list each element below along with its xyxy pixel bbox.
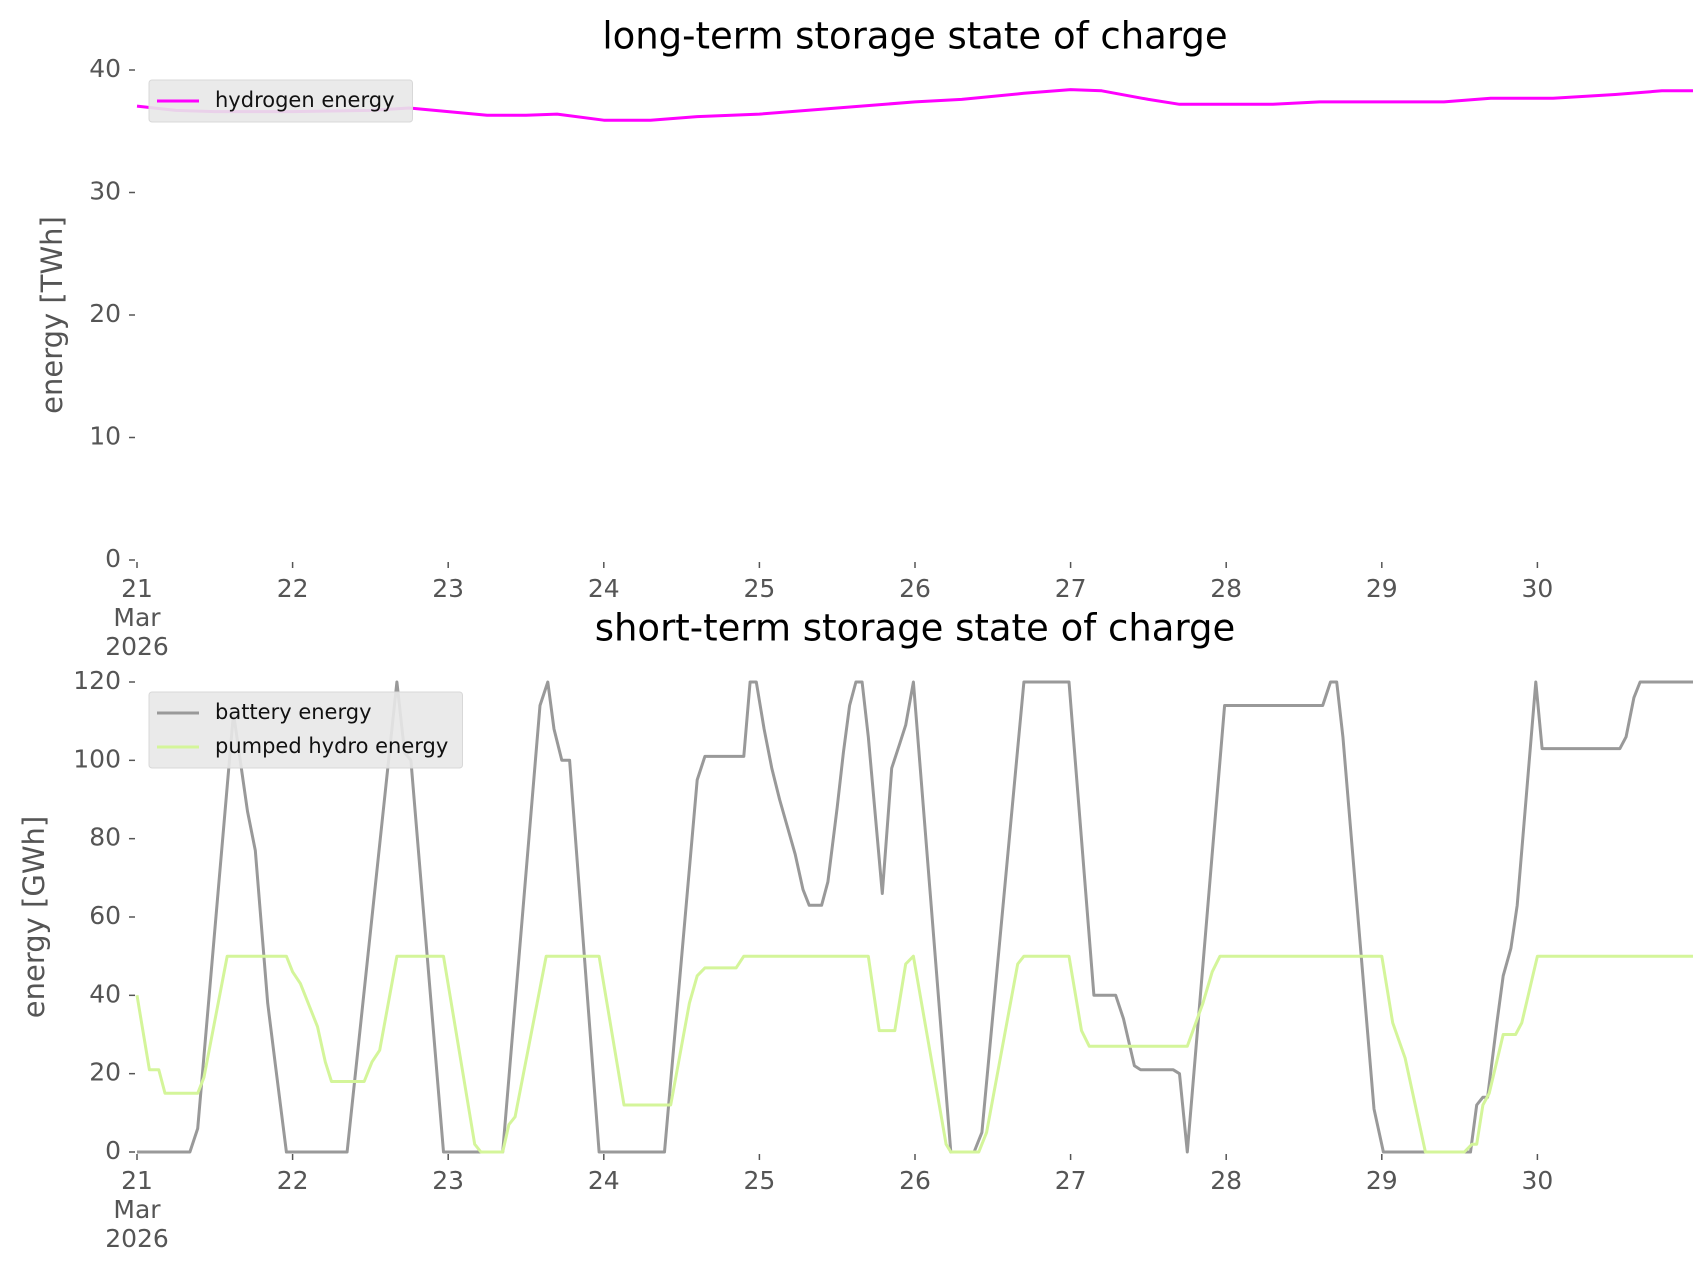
x-tick-label: 27 [1055, 1166, 1087, 1195]
x-tick-label: 30 [1521, 574, 1553, 603]
x-tick-label-line: 21 [121, 1166, 153, 1195]
x-tick-label: 26 [899, 574, 931, 603]
y-tick-label: 80 [89, 823, 121, 852]
y-axis-label: energy [TWh] [35, 216, 69, 414]
y-tick-label: 0 [105, 1136, 121, 1165]
legend-label: hydrogen energy [215, 88, 395, 112]
x-tick-label: 28 [1210, 1166, 1242, 1195]
x-tick-label: 21 Mar 2026 [105, 574, 169, 661]
legend-label: battery energy [215, 700, 372, 724]
y-tick-label: 0 [105, 544, 121, 573]
x-tick-label: 27 [1055, 574, 1087, 603]
y-tick-label: 100 [73, 744, 121, 773]
x-tick-label: 22 [277, 1166, 309, 1195]
legend-label: pumped hydro energy [215, 734, 448, 758]
legend-box [148, 691, 463, 769]
x-tick-label-line: 2026 [105, 632, 169, 661]
x-tick-label: 30 [1521, 1166, 1553, 1195]
chart-title: short-term storage state of charge [595, 607, 1236, 650]
x-tick-label: 24 [588, 574, 620, 603]
x-tick-label-line: 21 [121, 574, 153, 603]
x-tick-label: 24 [588, 1166, 620, 1195]
x-tick-label: 28 [1210, 574, 1242, 603]
y-axis-label: energy [GWh] [17, 816, 51, 1018]
chart-title: long-term storage state of charge [602, 15, 1227, 58]
x-tick-label: 23 [432, 574, 464, 603]
x-tick-label: 26 [899, 1166, 931, 1195]
x-tick-label-line: Mar [113, 603, 161, 632]
x-tick-label: 25 [743, 1166, 775, 1195]
x-tick-label: 21 Mar 2026 [105, 1166, 169, 1253]
x-tick-label: 23 [432, 1166, 464, 1195]
legend-box [148, 79, 413, 123]
y-tick-label: 20 [89, 1058, 121, 1087]
y-tick-label: 40 [89, 979, 121, 1008]
series-line [135, 954, 1693, 1154]
y-tick-label: 10 [89, 422, 121, 451]
x-tick-label-line: Mar [113, 1195, 161, 1224]
x-tick-label: 29 [1366, 1166, 1398, 1195]
x-tick-label-line: 2026 [105, 1224, 169, 1253]
y-tick-label: 120 [73, 666, 121, 695]
series-line [136, 88, 1693, 122]
y-tick-label: 60 [89, 901, 121, 930]
y-tick-label: 40 [89, 54, 121, 83]
x-tick-label: 22 [277, 574, 309, 603]
y-tick-label: 20 [89, 299, 121, 328]
y-tick-label: 30 [89, 177, 121, 206]
x-tick-label: 29 [1366, 574, 1398, 603]
x-tick-label: 25 [743, 574, 775, 603]
